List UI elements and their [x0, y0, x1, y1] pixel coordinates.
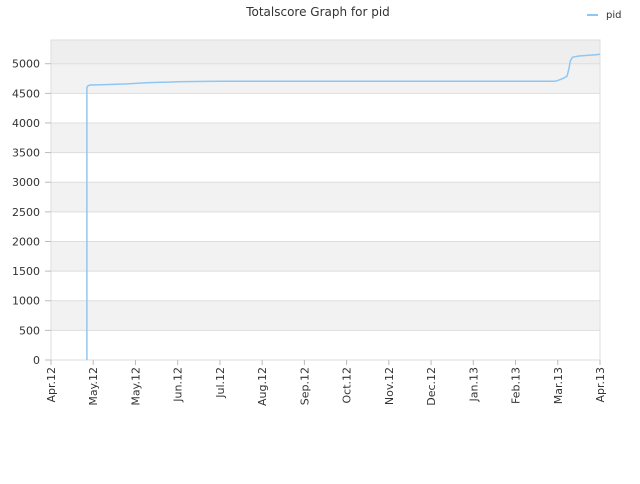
y-tick-label: 500	[19, 324, 40, 337]
background-bands	[51, 40, 600, 331]
x-tick-label: May.12	[87, 367, 100, 406]
x-tick-label: Aug.12	[256, 367, 269, 406]
band	[51, 241, 600, 272]
legend-label-pid: pid	[606, 10, 621, 21]
x-tick-label: Feb.13	[510, 367, 523, 404]
y-tick-label: 1500	[12, 265, 40, 278]
y-tick-label: 2500	[12, 206, 40, 219]
x-tick-label: Apr.12	[45, 367, 58, 403]
plot-frame	[50, 39, 601, 361]
legend: pid	[587, 10, 621, 21]
band-top	[51, 40, 600, 64]
y-tick-label: 5000	[12, 58, 40, 71]
x-tick-label: May.12	[129, 367, 142, 406]
x-tick-label: Apr.13	[594, 367, 607, 403]
y-tick-label: 4500	[12, 87, 40, 100]
y-tick-label: 1000	[12, 295, 40, 308]
y-tick-label: 4000	[12, 117, 40, 130]
x-tick-label: Nov.12	[383, 367, 396, 405]
series-layer	[86, 53, 601, 360]
band	[51, 300, 600, 331]
y-tick-label: 0	[33, 354, 40, 367]
y-tick-label: 2000	[12, 235, 40, 248]
x-tick-label: Jan.13	[467, 367, 480, 402]
x-tick-label: Oct.12	[341, 367, 354, 404]
x-tick-label: Jun.12	[172, 367, 185, 403]
y-tick-label: 3500	[12, 147, 40, 160]
y-axis: 0 500 1000 1500 2000 2500 3000 3500 4000 4500 5000	[12, 58, 51, 367]
series-line-pid	[86, 53, 601, 360]
y-tick-label: 3000	[12, 176, 40, 189]
x-tick-label: Sep.12	[298, 367, 311, 405]
x-tick-label: Jul.12	[214, 367, 227, 399]
x-tick-label: Mar.13	[552, 367, 565, 404]
x-axis: Apr.12 May.12 May.12 Jun.12 Jul.12 Aug.12 Sep.…	[45, 360, 607, 406]
band	[51, 182, 600, 212]
band	[51, 122, 600, 153]
x-tick-label: Dec.12	[425, 367, 438, 406]
chart-title: Totalscore Graph for pid	[245, 5, 390, 19]
band	[51, 63, 600, 94]
